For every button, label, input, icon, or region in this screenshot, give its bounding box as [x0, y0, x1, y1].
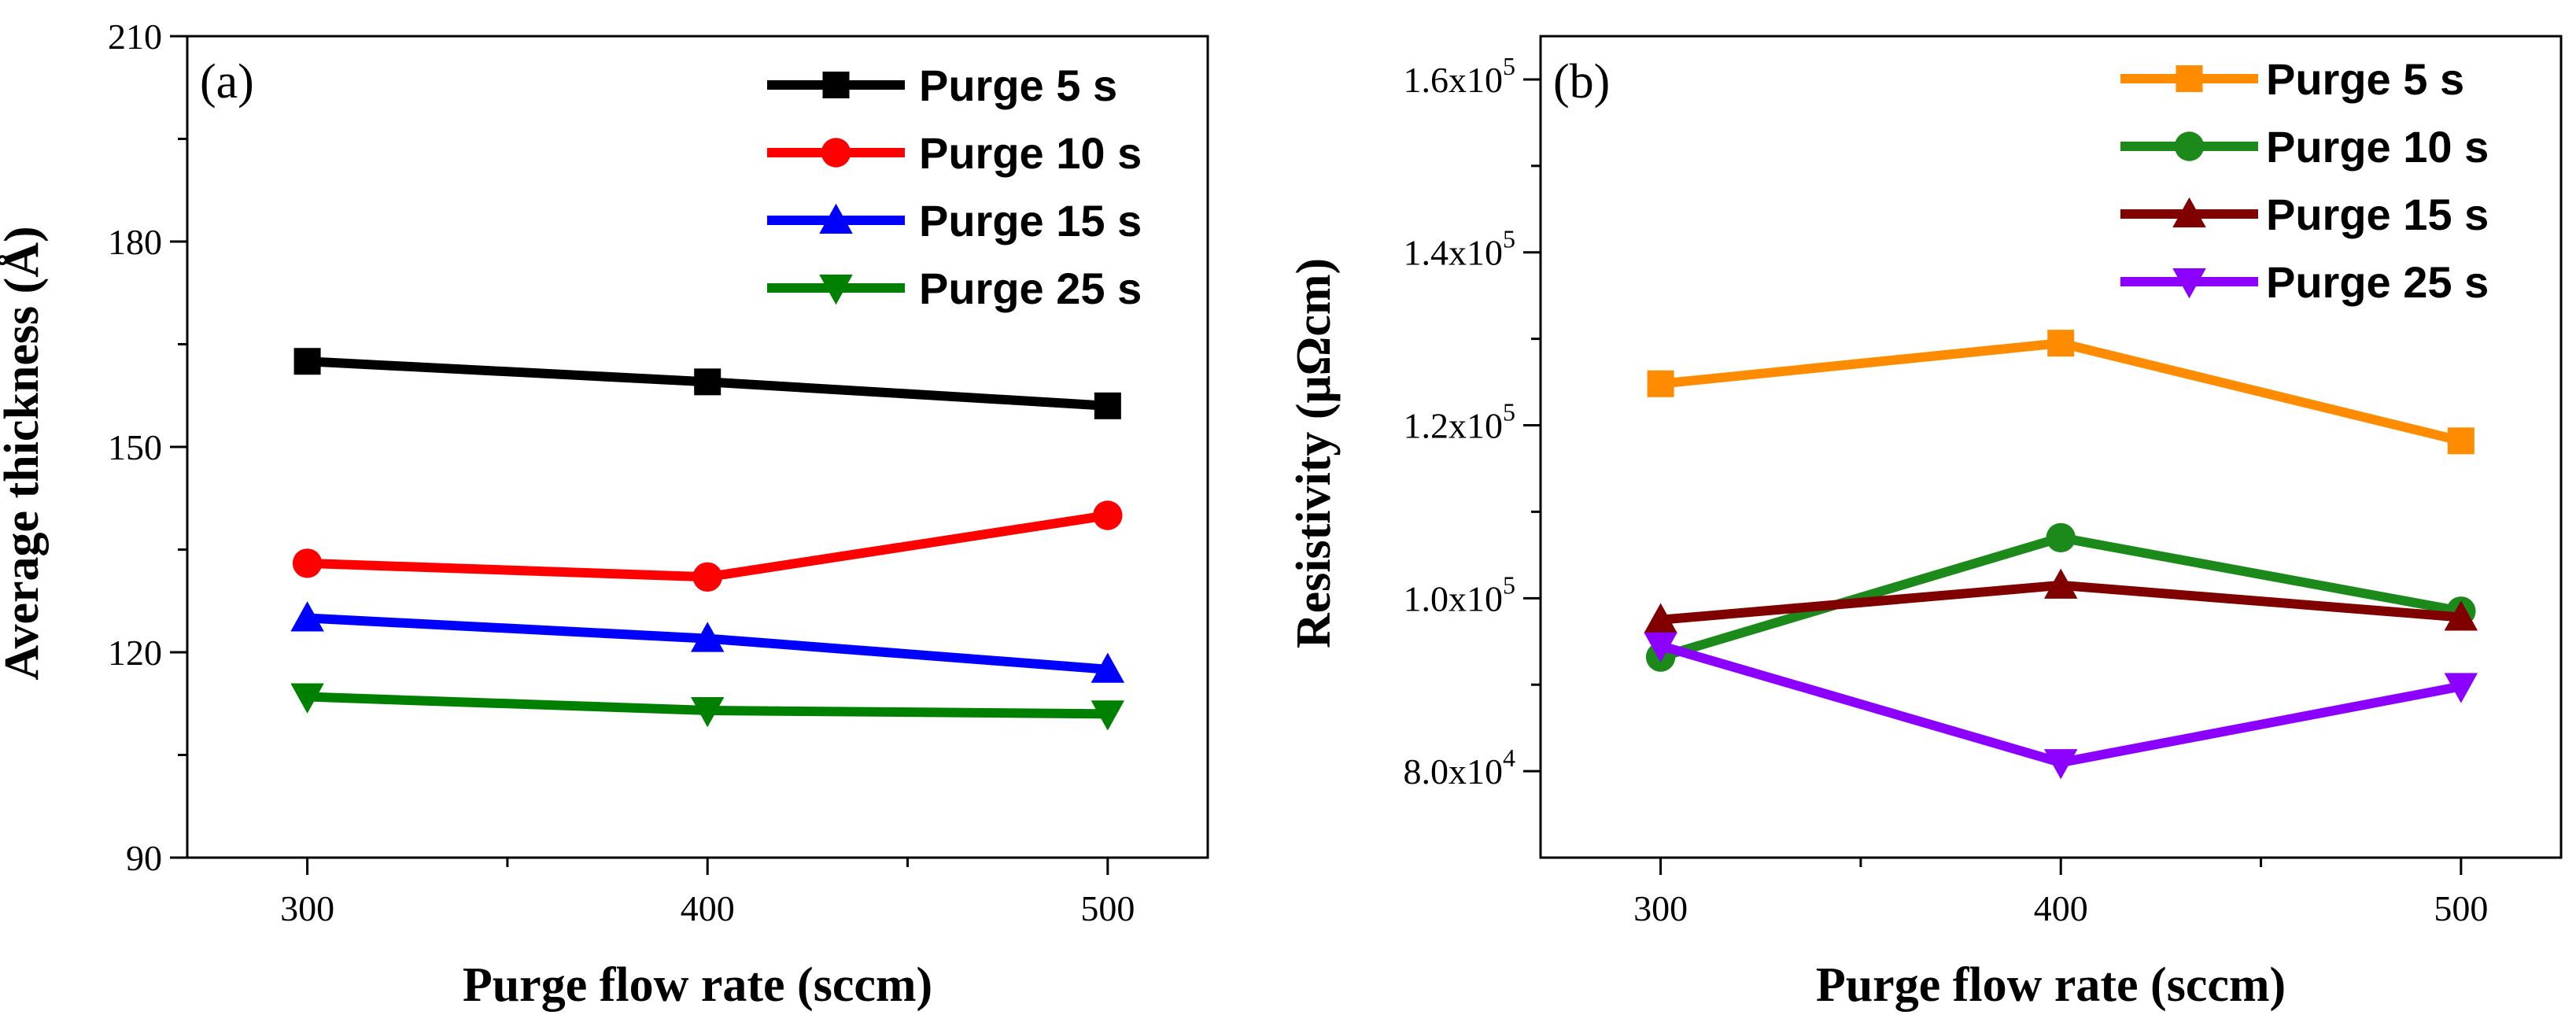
series-purge-10-s [292, 500, 1123, 592]
legend-label: Purge 25 s [2266, 257, 2489, 307]
y-axis-title: Average thickness (Å) [0, 226, 49, 680]
legend-label: Purge 10 s [2266, 122, 2489, 172]
x-tick-label: 500 [1080, 888, 1135, 928]
data-point [293, 348, 321, 375]
y-tick-label: 90 [126, 838, 162, 878]
data-point [2047, 330, 2075, 357]
legend-marker [819, 203, 853, 234]
series-purge-25-s [1644, 632, 2478, 780]
x-tick-label: 400 [681, 888, 735, 928]
chart-panel-a: 300 400 500 90 120 150 180 210 Purge flow rate (… [0, 17, 1209, 1012]
data-point [290, 601, 324, 632]
data-point [1091, 700, 1125, 731]
data-point [1094, 392, 1121, 419]
data-point [1644, 603, 1677, 633]
plot-frame [1539, 35, 2563, 859]
legend-marker [2176, 65, 2203, 92]
legend-label: Purge 25 s [919, 264, 1142, 313]
legend-entry: Purge 15 s [767, 196, 1142, 245]
x-tick-label: 300 [280, 888, 334, 928]
series-line [1659, 338, 2463, 446]
data-point [2046, 522, 2076, 553]
y-tick-label: 1.6x105 [1404, 52, 1516, 100]
legend-marker [822, 72, 850, 98]
panel-label: (a) [200, 55, 254, 109]
data-point [690, 622, 725, 652]
data-point [2444, 673, 2478, 703]
data-point [2043, 568, 2078, 599]
legend-entry: Purge 10 s [2120, 122, 2489, 172]
x-tick-label: 400 [2034, 888, 2088, 928]
legend-label: Purge 5 s [2266, 54, 2464, 104]
y-axis-title: Resistivity (μΩcm) [1287, 258, 1341, 648]
legend-label: Purge 15 s [919, 196, 1142, 245]
data-point [2444, 600, 2478, 631]
series-purge-5-s [1647, 330, 2475, 455]
data-point [692, 562, 722, 592]
data-point [1093, 500, 1123, 530]
legend-label: Purge 10 s [919, 128, 1142, 178]
data-point [2043, 749, 2078, 780]
series-purge-25-s [290, 683, 1125, 731]
y-tick-label: 8.0x104 [1404, 744, 1516, 792]
legend-marker [2172, 197, 2206, 227]
data-point [290, 683, 324, 714]
series-purge-15-s [1644, 568, 2478, 633]
legend-marker [819, 275, 853, 305]
legend-entry: Purge 25 s [2120, 257, 2489, 307]
series-purge-5-s [293, 348, 1121, 419]
legend-marker [821, 138, 851, 168]
legend-marker [2174, 131, 2205, 161]
legend-entry: Purge 5 s [2120, 54, 2464, 104]
y-tick-label: 120 [108, 633, 162, 673]
series-line [1659, 640, 2462, 768]
legend-entry: Purge 25 s [767, 264, 1142, 313]
y-tick-label: 1.2x105 [1404, 398, 1516, 446]
legend-marker [2172, 268, 2206, 299]
y-tick-label: 180 [108, 222, 162, 262]
legend-entry: Purge 5 s [767, 61, 1117, 110]
y-tick-label: 150 [108, 427, 162, 467]
series-purge-15-s [290, 601, 1125, 683]
data-point [690, 696, 725, 728]
data-point [1644, 632, 1677, 663]
legend-label: Purge 15 s [2266, 190, 2489, 239]
data-point [694, 368, 722, 396]
data-point [292, 548, 323, 578]
x-axis-title: Purge flow rate (sccm) [1816, 958, 2286, 1012]
x-axis-title: Purge flow rate (sccm) [463, 958, 932, 1012]
data-point [2447, 427, 2475, 455]
legend-label: Purge 5 s [919, 61, 1117, 110]
legend-entry: Purge 10 s [767, 128, 1142, 178]
y-tick-label: 210 [108, 17, 162, 57]
y-tick-label: 1.4x105 [1404, 225, 1516, 273]
chart-panel-b: 300 400 500 8.0x104 1.0x105 1.2x105 1.4x105 1.6… [1287, 35, 2563, 1012]
panel-label: (b) [1553, 55, 1610, 109]
legend-entry: Purge 15 s [2120, 190, 2489, 239]
data-point [1091, 652, 1125, 683]
x-tick-label: 500 [2434, 888, 2488, 928]
y-tick-label: 1.0x105 [1404, 570, 1516, 618]
data-point [1647, 370, 1674, 397]
x-tick-label: 300 [1633, 888, 1688, 928]
